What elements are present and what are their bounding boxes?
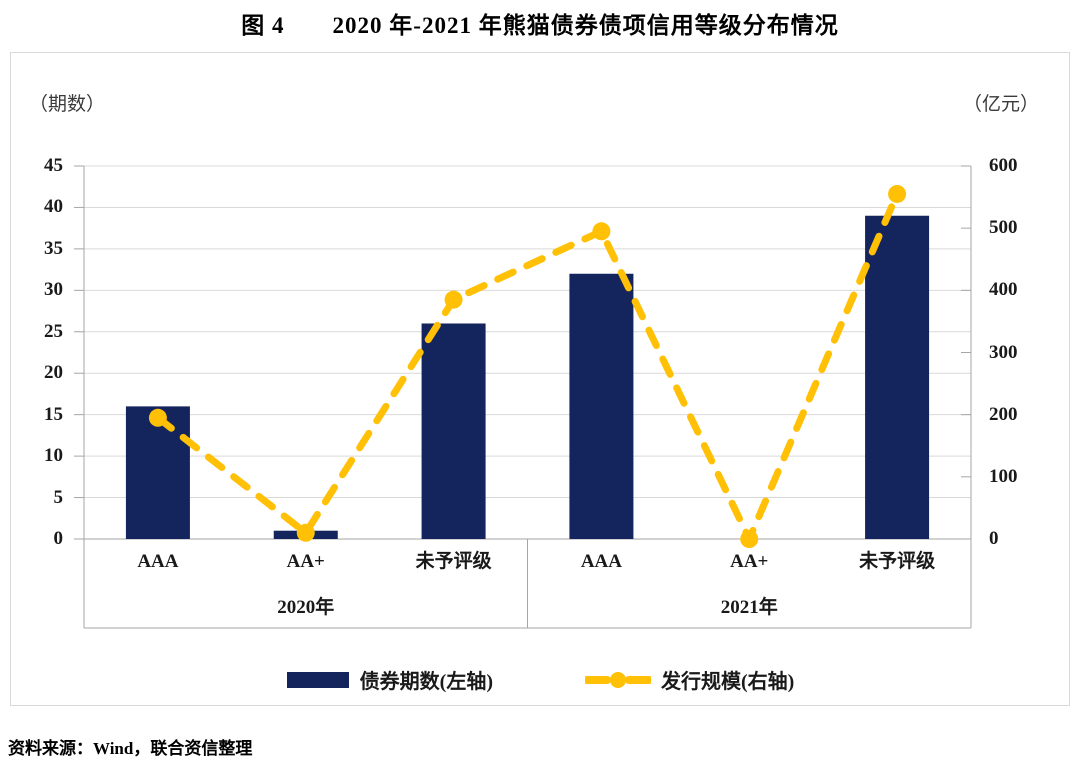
category-label: AA+ xyxy=(730,551,769,572)
left-axis-tick-label: 30 xyxy=(44,279,63,301)
left-axis-tick-label: 0 xyxy=(53,528,64,549)
category-label: AAA xyxy=(137,551,179,572)
left-axis-tick-label: 5 xyxy=(53,486,64,508)
left-axis-tick-label: 45 xyxy=(44,155,63,176)
right-axis-tick-label: 200 xyxy=(989,403,1018,425)
data-point-marker xyxy=(148,408,167,427)
category-label: 未予评级 xyxy=(859,551,936,572)
bar xyxy=(125,406,190,539)
bar xyxy=(421,323,486,539)
right-axis-tick-label: 500 xyxy=(989,217,1018,239)
category-label: AA+ xyxy=(286,551,325,572)
chart-title: 图 4 2020 年-2021 年熊猫债券债项信用等级分布情况 xyxy=(241,13,839,38)
group-year-label: 2020年 xyxy=(277,597,335,618)
data-point-marker xyxy=(592,222,611,241)
left-axis-tick-label: 20 xyxy=(44,362,63,384)
left-axis-unit-label: （期数） xyxy=(29,94,106,115)
data-point-marker xyxy=(740,530,759,548)
data-point-marker xyxy=(296,523,315,542)
legend-label-bars: 债券期数(左轴) xyxy=(359,671,493,693)
data-point-marker xyxy=(444,290,463,309)
line-series xyxy=(154,190,901,548)
legend-item-bars: 债券期数(左轴) xyxy=(286,665,493,694)
legend-label-line: 发行规模(右轴) xyxy=(661,671,795,693)
right-axis-unit-label: （亿元） xyxy=(962,94,1039,115)
data-point-marker xyxy=(888,184,907,203)
right-axis-tick-label: 300 xyxy=(989,341,1018,363)
right-axis-tick-label: 0 xyxy=(989,528,999,549)
group-year-label: 2021年 xyxy=(720,597,778,618)
bar xyxy=(569,273,634,539)
category-label: AAA xyxy=(580,551,622,572)
left-axis-tick-label: 15 xyxy=(44,403,63,425)
category-label: 未予评级 xyxy=(415,551,492,572)
right-axis-tick-label: 400 xyxy=(989,279,1018,301)
bar xyxy=(865,215,930,539)
right-axis-tick-label: 600 xyxy=(989,155,1018,176)
source-note: 资料来源：Wind，联合资信整理 xyxy=(8,739,253,758)
chart-frame: （期数） （亿元） 0 5 10 15 20 25 30 35 40 45 0 100 200 300 40… xyxy=(10,52,1070,706)
left-axis-tick-label: 25 xyxy=(44,320,63,342)
line-series-swatch-icon xyxy=(585,671,651,688)
left-axis-tick-label: 10 xyxy=(44,445,63,467)
bar-series-swatch-icon xyxy=(286,671,349,688)
plot-area xyxy=(74,165,972,629)
legend-item-line: 发行规模(右轴) xyxy=(585,665,794,694)
left-axis-tick-label: 35 xyxy=(44,237,63,259)
chart-legend: 债券期数(左轴) 发行规模(右轴) xyxy=(11,665,1069,694)
right-axis-tick-label: 100 xyxy=(989,465,1018,487)
left-axis-tick-label: 40 xyxy=(44,196,63,218)
